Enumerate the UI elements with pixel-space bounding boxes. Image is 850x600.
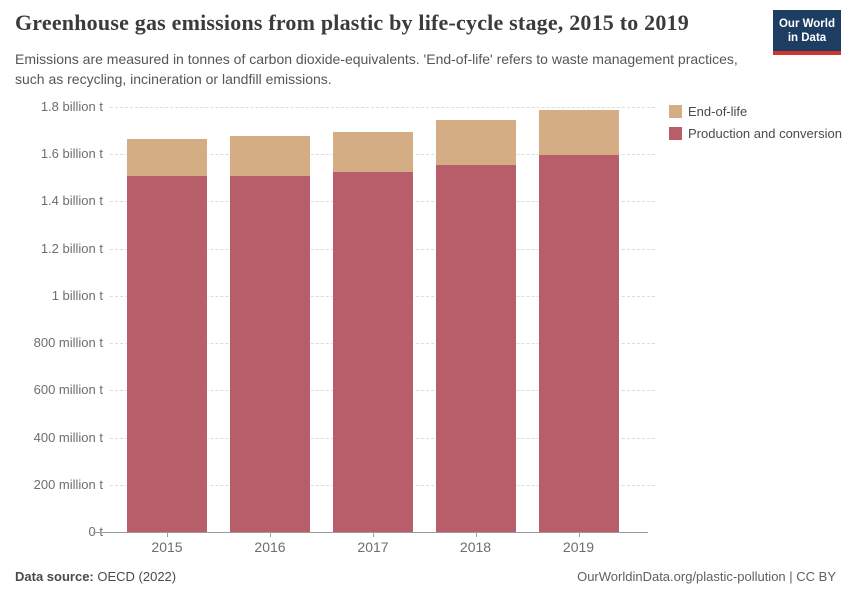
y-axis-tick-label: 0 t: [88, 524, 103, 539]
y-axis-tick-label: 1.6 billion t: [40, 146, 103, 162]
gridline: [110, 107, 655, 108]
owid-logo-line1: Our World: [778, 17, 835, 30]
y-axis-tick-label: 600 million t: [33, 382, 103, 398]
legend-item-end-of-life[interactable]: End-of-life: [669, 104, 842, 119]
owid-link[interactable]: OurWorldinData.org/plastic-pollution | C…: [577, 569, 836, 584]
x-axis-label: 2019: [562, 539, 595, 555]
x-axis-tick: [475, 533, 477, 537]
x-axis-line: [93, 532, 648, 533]
bar-2019[interactable]: [537, 109, 620, 532]
owid-logo: Our World in Data: [773, 10, 841, 55]
chart-subtitle: Emissions are measured in tonnes of carb…: [15, 51, 738, 87]
x-axis-tick: [270, 533, 271, 537]
bar-2016[interactable]: [229, 135, 311, 532]
data-source-value: OECD (2022): [93, 569, 177, 584]
y-axis-tick-label: 800 million t: [33, 335, 103, 351]
bar-segment-production-and-conversion[interactable]: [127, 176, 207, 532]
data-source-label: Data source:: [15, 569, 94, 584]
y-axis-tick-label: 1.8 billion t: [40, 99, 103, 114]
legend-item-label: Production and conversion: [688, 126, 842, 141]
bar-segment-end-of-life[interactable]: [127, 138, 207, 177]
data-source-note: Data source: OECD (2022): [15, 569, 176, 584]
x-axis-label: 2016: [254, 539, 286, 555]
bar-segment-end-of-life[interactable]: [538, 110, 619, 156]
production-and-conversion-swatch-icon: [669, 127, 682, 140]
bar-segment-production-and-conversion[interactable]: [333, 171, 413, 532]
end-of-life-swatch-icon: [669, 105, 682, 118]
x-axis-tick: [373, 533, 374, 537]
y-axis-tick-label: 400 million t: [33, 429, 103, 445]
bar-2015[interactable]: [126, 137, 208, 532]
bar-segment-production-and-conversion[interactable]: [435, 164, 516, 532]
y-axis-tick-label: 1.2 billion t: [40, 240, 103, 256]
legend: End-of-life Production and conversion: [669, 104, 842, 148]
legend-item-label: End-of-life: [688, 104, 748, 119]
bar-segment-production-and-conversion[interactable]: [538, 155, 619, 532]
bar-2018[interactable]: [434, 118, 517, 532]
x-axis-label: 2018: [459, 539, 492, 555]
bar-segment-production-and-conversion[interactable]: [230, 176, 310, 532]
x-axis-label: 2017: [357, 539, 389, 555]
legend-item-production-and-conversion[interactable]: Production and conversion: [669, 126, 842, 141]
chart-title: Greenhouse gas emissions from plastic by…: [15, 10, 689, 35]
bar-segment-end-of-life[interactable]: [333, 131, 413, 172]
bar-segment-end-of-life[interactable]: [435, 119, 516, 165]
y-axis-tick-label: 1 billion t: [51, 287, 103, 303]
owid-logo-line2: in Data: [787, 31, 827, 44]
bar-segment-end-of-life[interactable]: [230, 136, 310, 177]
x-axis-tick: [167, 533, 168, 537]
y-axis-tick-label: 1.4 billion t: [40, 193, 103, 209]
bar-2017[interactable]: [332, 130, 414, 532]
x-axis-label: 2015: [151, 539, 183, 555]
x-axis-tick: [578, 533, 580, 537]
y-axis-tick-label: 200 million t: [33, 476, 103, 492]
